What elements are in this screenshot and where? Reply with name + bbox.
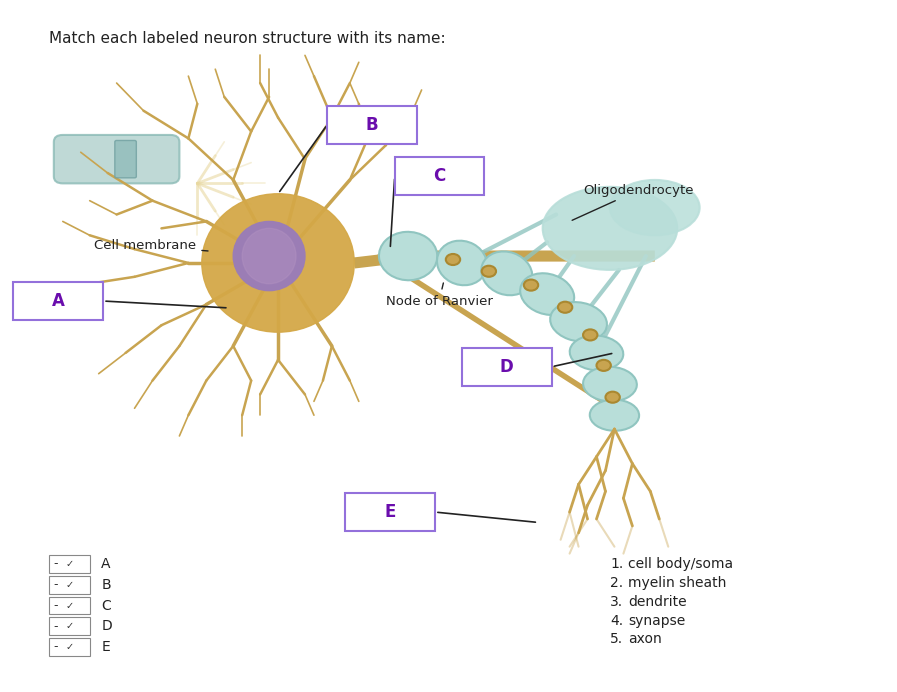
Text: 3.: 3. xyxy=(610,595,623,609)
Text: E: E xyxy=(101,640,110,654)
Ellipse shape xyxy=(202,194,354,332)
Ellipse shape xyxy=(520,273,574,315)
FancyBboxPatch shape xyxy=(327,105,417,144)
Text: -: - xyxy=(54,599,58,612)
Circle shape xyxy=(583,329,597,340)
Circle shape xyxy=(605,392,620,403)
Circle shape xyxy=(524,280,538,291)
Text: Cell membrane: Cell membrane xyxy=(94,239,208,252)
FancyBboxPatch shape xyxy=(49,597,90,614)
Text: -: - xyxy=(54,620,58,632)
Text: ✓: ✓ xyxy=(65,601,74,610)
Text: D: D xyxy=(101,619,112,633)
FancyBboxPatch shape xyxy=(395,157,484,196)
Ellipse shape xyxy=(550,302,607,341)
Text: axon: axon xyxy=(628,632,662,646)
Text: 4.: 4. xyxy=(610,614,623,628)
Text: C: C xyxy=(101,599,111,612)
Text: cell body/soma: cell body/soma xyxy=(628,557,733,571)
Text: 5.: 5. xyxy=(610,632,623,646)
FancyBboxPatch shape xyxy=(345,493,435,531)
Text: B: B xyxy=(101,578,111,592)
Text: -: - xyxy=(54,641,58,653)
Circle shape xyxy=(446,254,460,265)
Ellipse shape xyxy=(590,399,639,431)
Ellipse shape xyxy=(583,367,637,401)
Text: A: A xyxy=(101,557,111,571)
Text: Node of Ranvier: Node of Ranvier xyxy=(386,283,492,307)
Circle shape xyxy=(597,360,611,371)
Text: D: D xyxy=(500,358,514,376)
FancyBboxPatch shape xyxy=(49,617,90,635)
Text: C: C xyxy=(433,167,446,185)
FancyBboxPatch shape xyxy=(49,638,90,656)
FancyBboxPatch shape xyxy=(115,140,136,178)
Ellipse shape xyxy=(610,180,700,235)
Text: 1.: 1. xyxy=(610,557,623,571)
FancyBboxPatch shape xyxy=(54,135,179,183)
Text: myelin sheath: myelin sheath xyxy=(628,576,727,590)
Circle shape xyxy=(482,266,496,277)
Text: synapse: synapse xyxy=(628,614,685,628)
Text: ✓: ✓ xyxy=(65,580,74,590)
Ellipse shape xyxy=(437,241,487,285)
Ellipse shape xyxy=(570,336,623,370)
FancyBboxPatch shape xyxy=(462,348,552,386)
Circle shape xyxy=(558,302,572,313)
Text: E: E xyxy=(385,503,396,521)
Ellipse shape xyxy=(242,228,296,284)
Text: ✓: ✓ xyxy=(65,621,74,631)
Ellipse shape xyxy=(379,232,438,280)
Text: -: - xyxy=(54,579,58,591)
FancyBboxPatch shape xyxy=(13,282,103,320)
Text: A: A xyxy=(52,292,65,310)
Ellipse shape xyxy=(233,221,305,291)
FancyBboxPatch shape xyxy=(49,555,90,573)
Ellipse shape xyxy=(482,251,532,295)
Ellipse shape xyxy=(543,187,677,270)
Text: 2.: 2. xyxy=(610,576,623,590)
Text: dendrite: dendrite xyxy=(628,595,686,609)
Text: Oligodendrocyte: Oligodendrocyte xyxy=(572,184,693,220)
Text: B: B xyxy=(366,116,379,134)
Text: ✓: ✓ xyxy=(65,559,74,569)
Text: ✓: ✓ xyxy=(65,642,74,652)
FancyBboxPatch shape xyxy=(49,576,90,594)
Text: -: - xyxy=(54,558,58,570)
Text: Match each labeled neuron structure with its name:: Match each labeled neuron structure with… xyxy=(49,31,446,46)
